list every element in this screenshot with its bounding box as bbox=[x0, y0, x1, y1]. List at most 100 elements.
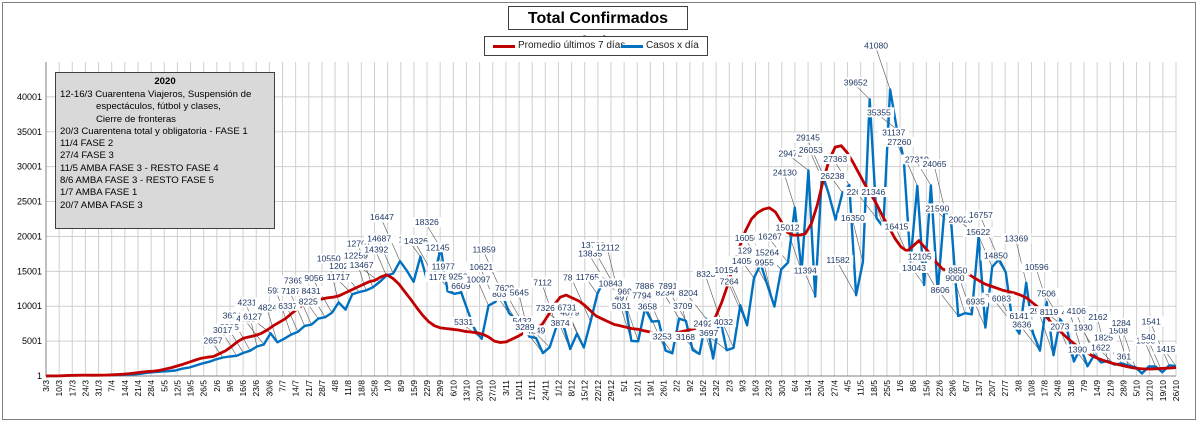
notes-line: 27/4 FASE 3 bbox=[60, 150, 114, 162]
data-label-bg bbox=[1085, 311, 1111, 322]
data-label-bg bbox=[614, 286, 640, 297]
data-label-leader bbox=[478, 282, 489, 306]
data-label: 10097 bbox=[467, 275, 491, 285]
data-label-bg bbox=[512, 322, 538, 333]
data-label: 18326 bbox=[415, 217, 439, 227]
x-tick-label: 3/3 bbox=[41, 380, 51, 392]
data-label-bg bbox=[1070, 322, 1096, 333]
data-label-bg bbox=[652, 287, 678, 298]
notes-line: 20/3 Cuarentena total y obligatoria - FA… bbox=[60, 125, 248, 137]
data-label-bg bbox=[219, 310, 245, 321]
x-tick-label: 11/8 bbox=[343, 380, 353, 396]
data-label-bg bbox=[275, 300, 301, 311]
x-tick-label: 14/4 bbox=[120, 380, 130, 397]
data-label-bg bbox=[468, 244, 500, 255]
data-label-bg bbox=[280, 275, 307, 286]
data-label-bg bbox=[837, 212, 869, 223]
data-label-bg bbox=[278, 285, 304, 296]
x-tick-label: 27/7 bbox=[1000, 380, 1010, 397]
data-label: 12259 bbox=[344, 250, 368, 260]
x-tick-label: 14/9 bbox=[1092, 380, 1102, 397]
x-tick-label: 16/2 bbox=[698, 380, 708, 397]
data-label: 13369 bbox=[1004, 234, 1028, 244]
notes-line: 11/5 AMBA FASE 3 - RESTO FASE 4 bbox=[60, 162, 219, 174]
x-tick-label: 2/2 bbox=[672, 380, 682, 392]
data-label-leader bbox=[804, 273, 816, 297]
annotation-labels: 2657330536244231424945184824593961276337… bbox=[200, 40, 1179, 362]
data-label: 12701 bbox=[347, 238, 371, 248]
data-label-bg bbox=[710, 316, 737, 327]
data-label: 29472 bbox=[778, 148, 802, 158]
data-label-bg bbox=[634, 301, 661, 312]
notes-line: 8/6 AMBA FASE 3 - RESTO FASE 5 bbox=[60, 175, 214, 187]
x-tick-label: 27/10 bbox=[488, 380, 498, 402]
notes-line: 11/4 FASE 2 bbox=[60, 138, 114, 150]
data-label-leader bbox=[790, 156, 809, 171]
data-label-bg bbox=[795, 145, 827, 156]
notes-box: 2020 12-16/3 Cuarentena Viajeros, Suspen… bbox=[55, 72, 275, 229]
x-tick-label: 20/10 bbox=[475, 380, 485, 402]
x-tick-label: 22/6 bbox=[934, 380, 944, 397]
x-tick-label: 20/7 bbox=[987, 380, 997, 397]
x-tick-label: 21/4 bbox=[133, 380, 143, 397]
data-label-bg bbox=[313, 253, 344, 264]
data-label: 11977 bbox=[432, 261, 455, 271]
x-tick-label: 31/3 bbox=[94, 380, 104, 397]
data-label: 3289 bbox=[515, 322, 534, 332]
data-label-bg bbox=[1064, 344, 1091, 355]
data-label: 8328 bbox=[696, 269, 715, 279]
data-label-bg bbox=[611, 292, 637, 303]
data-label-bg bbox=[346, 260, 377, 271]
data-label: 1930 bbox=[1074, 323, 1093, 333]
data-label: 8204 bbox=[679, 288, 698, 298]
data-label: 11717 bbox=[327, 272, 350, 282]
data-label: 12112 bbox=[596, 242, 619, 252]
data-label-bg bbox=[775, 148, 806, 159]
x-tick-label: 1/9 bbox=[383, 380, 393, 392]
data-label: 6337 bbox=[278, 301, 297, 311]
data-label-leader bbox=[855, 85, 870, 100]
data-label-bg bbox=[466, 261, 497, 272]
data-label: 2657 bbox=[203, 336, 222, 346]
data-label-bg bbox=[1006, 311, 1032, 322]
x-tick-label: 9/3 bbox=[737, 380, 747, 392]
x-tick-label: 24/3 bbox=[80, 380, 90, 397]
data-label: 6609 bbox=[451, 281, 470, 291]
data-label: 6127 bbox=[243, 311, 262, 321]
notes-line: 12-16/3 Cuarentena Viajeros, Suspensión … bbox=[60, 89, 252, 100]
x-tick-label: 31/8 bbox=[1066, 380, 1076, 397]
data-label: 11859 bbox=[472, 244, 495, 254]
data-label: 9253 bbox=[448, 271, 467, 281]
data-label: 13043 bbox=[902, 263, 926, 273]
x-tick-label: 23/3 bbox=[764, 380, 774, 397]
data-label-leader bbox=[688, 295, 707, 319]
data-label: 5939 bbox=[267, 286, 286, 296]
data-label-bg bbox=[792, 132, 824, 143]
data-label: 6935 bbox=[966, 297, 985, 307]
data-label: 15012 bbox=[776, 222, 800, 232]
data-label: 16267 bbox=[758, 231, 782, 241]
x-tick-label: 26/5 bbox=[199, 380, 209, 397]
x-tick-label: 22/9 bbox=[422, 380, 432, 397]
data-label: 14392 bbox=[364, 245, 388, 255]
series-line-promedio bbox=[45, 144, 1177, 378]
x-tick-label: 15/9 bbox=[409, 380, 419, 397]
data-label: 8037 bbox=[492, 289, 511, 299]
x-tick-label: 12/10 bbox=[1145, 380, 1155, 402]
y-tick-label: 15001 bbox=[17, 266, 42, 276]
data-label-bg bbox=[898, 262, 930, 273]
data-label-bg bbox=[945, 214, 976, 225]
x-tick-label: 5/5 bbox=[159, 380, 169, 392]
data-label-leader bbox=[743, 263, 755, 279]
x-tick-label: 23/6 bbox=[251, 380, 261, 397]
data-label: 13467 bbox=[350, 260, 374, 270]
data-label: 14687 bbox=[367, 234, 391, 244]
data-label: 1541 bbox=[1142, 316, 1161, 326]
x-tick-label: 24/11 bbox=[540, 380, 550, 401]
x-tick-label: 20/4 bbox=[816, 380, 826, 397]
data-label-bg bbox=[301, 272, 327, 283]
data-label-leader bbox=[832, 178, 843, 194]
data-label: 16757 bbox=[969, 210, 993, 220]
notes-line: 1/7 AMBA FASE 1 bbox=[60, 187, 138, 199]
data-label: 5432 bbox=[513, 316, 532, 326]
